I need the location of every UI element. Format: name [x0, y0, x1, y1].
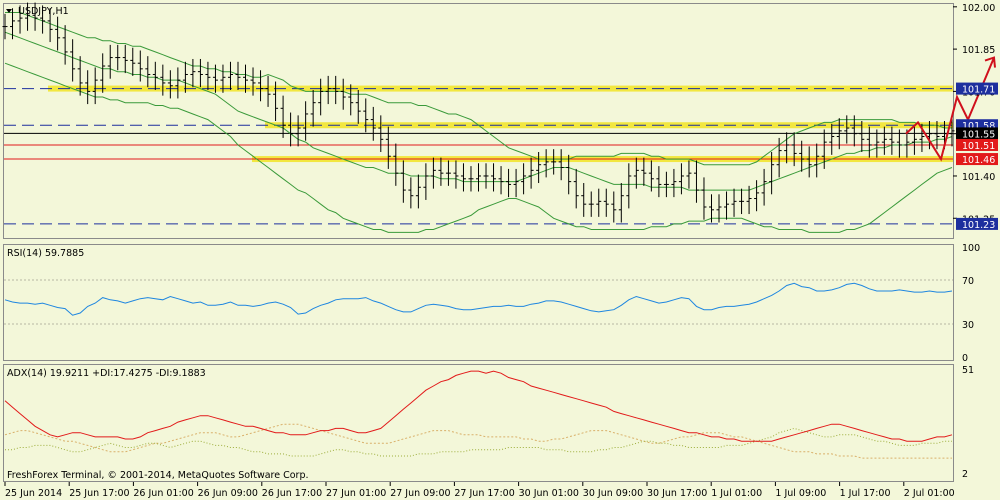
price-marker-label: 101.71: [962, 85, 995, 96]
price-marker-tag: 101.46: [956, 153, 998, 166]
rsi-axis-label: 100: [962, 243, 980, 254]
price-marker-box: [956, 153, 998, 166]
adx-axis-label: 2: [962, 469, 968, 480]
price-marker-box: [956, 138, 998, 151]
rsi-line: [4, 282, 953, 316]
price-marker-label: 101.58: [962, 121, 995, 132]
time-axis-label: 30 Jun 01:00: [519, 488, 579, 499]
rsi-axis-label: 70: [962, 276, 974, 287]
time-axis-label: 27 Jun 01:00: [326, 488, 386, 499]
time-axis-label: 1 Jul 17:00: [840, 488, 891, 499]
price-axis-label: 101.85: [962, 45, 995, 56]
rsi-panel: [3, 244, 954, 361]
price-marker-box: [956, 82, 998, 95]
price-marker-tag: 101.55: [956, 127, 998, 140]
time-axis-label: 25 Jun 2014: [5, 488, 62, 499]
price-marker-label: 101.55: [962, 129, 995, 140]
adx-panel-title: ADX(14) 19.9211 +DI:17.4275 -DI:9.1883: [7, 368, 206, 379]
price-marker-label: 101.23: [962, 220, 995, 231]
time-axis-label: 2 Jul 01:00: [904, 488, 955, 499]
adx-panel: [3, 364, 954, 482]
time-axis-label: 26 Jun 09:00: [198, 488, 258, 499]
minus-di-line: [4, 423, 952, 459]
rsi-axis-label: 0: [962, 353, 968, 364]
price-marker-tag: 101.71: [956, 82, 998, 96]
time-axis-label: 26 Jun 17:00: [262, 488, 322, 499]
axis-layer: 102.00101.85101.70101.55101.40101.25101.…: [4, 3, 998, 499]
time-axis-label: 1 Jul 09:00: [775, 488, 826, 499]
time-axis-label: 30 Jun 17:00: [647, 488, 707, 499]
rsi-axis-label: 30: [962, 320, 974, 331]
adx-line: [4, 370, 953, 442]
adx-layer: [4, 370, 953, 459]
price-marker-label: 101.46: [962, 155, 995, 166]
plus-di-line: [5, 427, 952, 457]
rsi-panel-title: RSI(14) 59.7885: [7, 248, 84, 259]
bollinger-line: [4, 62, 953, 233]
symbol-menu-icon[interactable]: [6, 9, 12, 13]
price-axis-label: 101.40: [962, 172, 995, 183]
time-axis-label: 30 Jun 09:00: [583, 488, 643, 499]
price-marker-box: [956, 217, 998, 230]
price-marker-box: [956, 127, 998, 140]
time-axis-label: 27 Jun 09:00: [390, 488, 450, 499]
price-layer: [2, 2, 996, 233]
copyright-text: FreshForex Terminal, © 2001-2014, MetaQu…: [7, 470, 309, 481]
forecast-arrow-icon: [984, 56, 996, 68]
time-axis-label: 26 Jun 01:00: [133, 488, 193, 499]
price-panel: [3, 3, 954, 239]
price-marker-tag: 101.23: [956, 217, 998, 231]
time-axis-label: 25 Jun 17:00: [69, 488, 129, 499]
time-axis-label: 1 Jul 01:00: [711, 488, 762, 499]
rsi-layer: [4, 279, 953, 325]
forecast-path: [905, 57, 995, 162]
price-marker-tag: 101.51: [956, 138, 998, 152]
price-marker-label: 101.51: [962, 141, 995, 152]
price-panel-title: USDJPY,H1: [18, 6, 69, 17]
adx-axis-label: 51: [962, 365, 974, 376]
price-axis-label: 102.00: [962, 3, 995, 14]
time-axis-label: 27 Jun 17:00: [454, 488, 514, 499]
